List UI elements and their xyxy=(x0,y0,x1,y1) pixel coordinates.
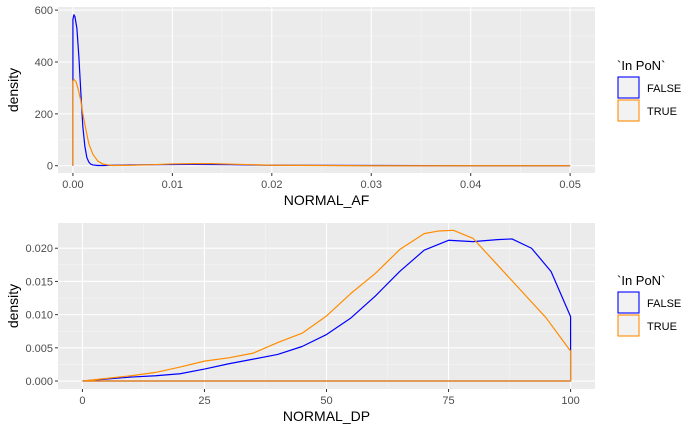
density-curve-true xyxy=(82,229,572,382)
x-axis-title: NORMAL_DP xyxy=(283,408,370,424)
legend-key-false xyxy=(617,291,640,314)
y-axis-title: density xyxy=(5,284,21,328)
x-tick-label: 25 xyxy=(198,395,210,407)
y-tick-label: 0.000 xyxy=(25,376,53,388)
normal-dp-density-plot: 0 25 50 75 100 0.000 0.005 0.010 0.015 0.020 NORMA… xyxy=(5,223,681,424)
x-tick-label: 0.03 xyxy=(361,179,382,191)
legend-key-false xyxy=(617,76,640,99)
y-tick-label: 200 xyxy=(35,109,53,121)
y-axis-title: density xyxy=(5,68,21,112)
y-tick-label: 0.005 xyxy=(25,343,53,355)
legend-key-true xyxy=(617,99,640,122)
density-curve-false xyxy=(82,238,572,382)
legend-label-true: TRUE xyxy=(647,321,677,333)
y-tick-label: 0 xyxy=(47,161,53,173)
legend-key-true xyxy=(617,314,640,337)
legend-label-false: FALSE xyxy=(647,298,681,310)
legend: `In PoN` FALSE TRUE xyxy=(617,58,681,122)
x-tick-label: 0.05 xyxy=(559,179,580,191)
x-tick-label: 0 xyxy=(79,395,85,407)
x-tick-label: 0.02 xyxy=(261,179,282,191)
y-tick-label: 0.010 xyxy=(25,310,53,322)
legend-title: `In PoN` xyxy=(617,58,665,73)
legend-title: `In PoN` xyxy=(617,273,665,288)
x-tick-label: 0.00 xyxy=(62,179,83,191)
plot-panel-background xyxy=(58,7,595,173)
x-tick-label: 0.01 xyxy=(162,179,183,191)
legend: `In PoN` FALSE TRUE xyxy=(617,273,681,337)
x-axis-title: NORMAL_AF xyxy=(284,192,370,208)
y-tick-label: 0.020 xyxy=(25,243,53,255)
legend-label-true: TRUE xyxy=(647,106,677,118)
normal-af-density-plot: 0.00 0.01 0.02 0.03 0.04 0.05 0 200 400 600 NORMAL… xyxy=(5,5,681,208)
y-tick-label: 0.015 xyxy=(25,276,53,288)
x-tick-label: 75 xyxy=(442,395,454,407)
density-curve-true xyxy=(72,78,571,167)
x-tick-label: 100 xyxy=(561,395,579,407)
x-tick-label: 0.04 xyxy=(460,179,481,191)
x-tick-label: 50 xyxy=(320,395,332,407)
y-tick-label: 600 xyxy=(35,5,53,17)
y-tick-label: 400 xyxy=(35,57,53,69)
legend-label-false: FALSE xyxy=(647,83,681,95)
